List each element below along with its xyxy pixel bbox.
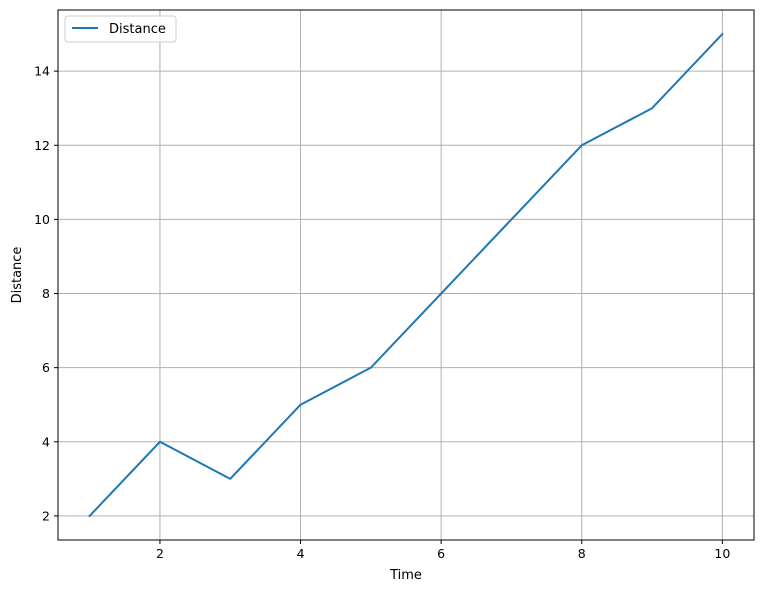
data-point: [299, 403, 302, 406]
x-tick-label: 10: [714, 546, 730, 561]
data-point: [651, 107, 654, 110]
data-point: [369, 366, 372, 369]
y-tick-label: 2: [42, 508, 50, 523]
y-tick-label: 14: [34, 64, 50, 79]
data-point: [229, 477, 232, 480]
data-point: [88, 514, 91, 517]
grid-layer: [58, 10, 754, 540]
x-tick-label: 4: [297, 546, 305, 561]
y-tick-label: 12: [34, 138, 50, 153]
y-axis-label: Distance: [10, 247, 25, 304]
data-point: [158, 440, 161, 443]
data-point: [580, 144, 583, 147]
data-point: [510, 218, 513, 221]
y-tick-label: 4: [42, 434, 50, 449]
data-point: [440, 292, 443, 295]
tick-layer: 2 4 6 8 10 2 4 6 8 10 12 14: [34, 64, 730, 561]
y-tick-label: 10: [34, 212, 50, 227]
x-axis-label: Time: [389, 568, 422, 583]
legend: Distance: [64, 15, 177, 43]
series-layer: [88, 32, 724, 518]
legend-label-distance: Distance: [109, 22, 166, 37]
y-tick-label: 8: [42, 286, 50, 301]
x-tick-label: 8: [578, 546, 586, 561]
data-point: [721, 33, 724, 36]
series-line-distance: [88, 32, 724, 518]
x-tick-label: 2: [156, 546, 164, 561]
y-tick-label: 6: [42, 360, 50, 375]
legend-box: [64, 15, 177, 43]
plot-frame: [57, 9, 755, 541]
x-tick-label: 6: [437, 546, 445, 561]
